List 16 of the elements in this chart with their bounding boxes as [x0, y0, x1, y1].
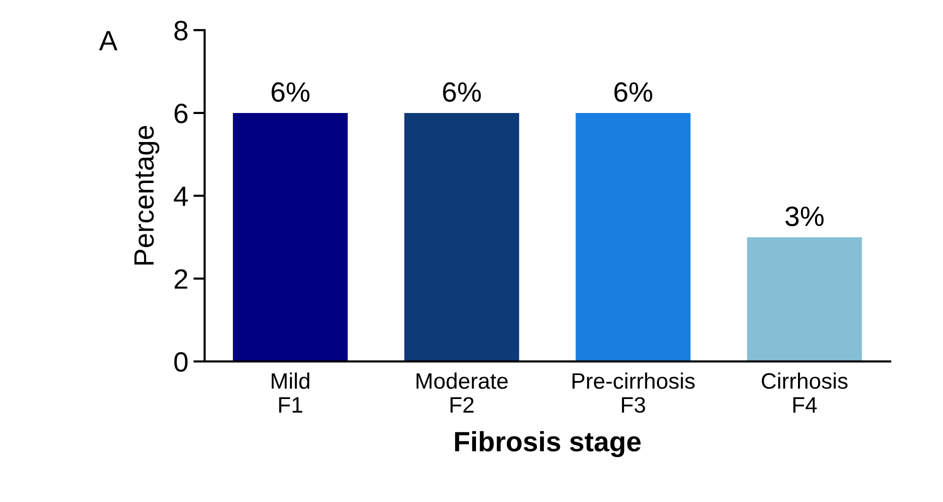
y-tick-label: 4: [174, 186, 188, 206]
data-label: 6%: [443, 82, 481, 102]
y-tick-label: 8: [174, 20, 188, 40]
data-label: 3%: [785, 206, 824, 226]
y-axis-title: Percentage: [134, 126, 160, 265]
data-label: 6%: [614, 82, 652, 102]
y-tick-label: 2: [174, 269, 188, 289]
x-axis-title: Fibrosis stage: [455, 431, 641, 458]
x-tick-label: Cirrhosis F4: [762, 372, 848, 413]
text: A: [99, 31, 118, 50]
y-tick-label: 6: [174, 104, 188, 124]
x-tick-label: Moderate F2: [416, 372, 508, 413]
x-tick-label: Mild F1: [272, 372, 310, 413]
data-label: 6%: [272, 82, 310, 102]
y-tick-label: 0: [174, 352, 188, 372]
x-tick-label: Pre-cirrhosis F3: [572, 372, 695, 413]
